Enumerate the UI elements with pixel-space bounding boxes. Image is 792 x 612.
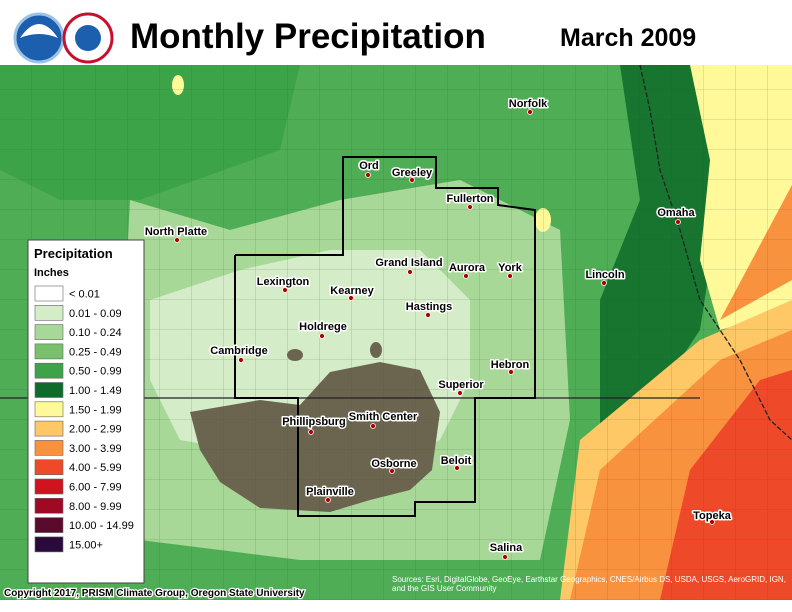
city-label: Omaha: [657, 207, 695, 219]
city-dot: [502, 554, 508, 560]
legend-swatch: [34, 285, 64, 302]
header: Monthly Precipitation March 2009: [13, 12, 696, 64]
city-dot: [348, 295, 354, 301]
legend-label: 8.00 - 9.99: [69, 501, 122, 513]
sources: Sources: Esri, DigitalGlobe, GeoEye, Ear…: [392, 575, 786, 593]
legend-label: 0.10 - 0.24: [69, 327, 122, 339]
city-dot: [467, 204, 473, 210]
noaa-logo: [13, 12, 65, 64]
city-dot: [508, 369, 514, 375]
city-dot: [507, 273, 513, 279]
city-label: Superior: [438, 379, 484, 391]
legend-label: 1.50 - 1.99: [69, 404, 122, 416]
legend-label: 3.00 - 3.99: [69, 443, 122, 455]
river-border: [639, 64, 792, 441]
city-dot: [675, 219, 681, 225]
city-label: Lexington: [257, 276, 310, 288]
city-label: Phillipsburg: [282, 416, 346, 428]
copyright: Copyright 2017, PRISM Climate Group, Ore…: [4, 588, 305, 599]
city-label: Hebron: [491, 359, 530, 371]
period: March 2009: [560, 24, 696, 52]
cities: Norfolk Ord Greeley Fullerton North Plat…: [143, 97, 733, 560]
legend-title: Precipitation: [34, 246, 113, 261]
city-dot: [238, 357, 244, 363]
region-outline: [234, 156, 536, 517]
legend-swatch: [34, 420, 64, 437]
legend-label: 10.00 - 14.99: [69, 520, 134, 532]
legend-label: 1.00 - 1.49: [69, 385, 122, 397]
city-label: Beloit: [441, 455, 472, 467]
city-dot: [370, 423, 376, 429]
city-label: Fullerton: [446, 193, 493, 205]
legend-swatch: [34, 517, 64, 533]
city-dot: [709, 519, 715, 525]
legend-swatch: [34, 362, 64, 379]
sources-box: Sources: Esri, DigitalGlobe, GeoEye, Ear…: [392, 575, 786, 593]
legend-swatch: [34, 401, 64, 418]
city-label: Salina: [490, 542, 523, 554]
city-dot: [527, 109, 533, 115]
city-label: Cambridge: [210, 345, 267, 357]
city-label: Lincoln: [585, 269, 624, 281]
legend-swatch: [34, 382, 64, 398]
city-label: Kearney: [330, 285, 374, 297]
title: Monthly Precipitation: [130, 17, 486, 56]
noaa-logo-wave: [20, 24, 58, 38]
city-dot: [463, 273, 469, 279]
city-label: Ord: [359, 160, 379, 172]
city-dot: [325, 497, 331, 503]
city-label: Plainville: [306, 486, 354, 498]
legend: Precipitation Inches < 0.01 0.01 - 0.09 0.…: [27, 239, 145, 584]
city-label: Topeka: [693, 510, 732, 522]
city-dot: [457, 390, 463, 396]
city-label: Norfolk: [509, 98, 548, 110]
legend-swatch: [34, 343, 64, 360]
city-label: Aurora: [449, 262, 486, 274]
city-label: York: [498, 262, 523, 274]
city-label: Holdrege: [299, 321, 347, 333]
legend-label: 2.00 - 2.99: [69, 424, 122, 436]
city-label: Osborne: [371, 458, 416, 470]
city-dot: [425, 312, 431, 318]
city-dot: [601, 280, 607, 286]
nws-logo-inner: [75, 25, 101, 51]
city-dot: [409, 177, 415, 183]
legend-label: 4.00 - 5.99: [69, 462, 122, 474]
legend-swatch: [34, 459, 64, 476]
legend-label: 6.00 - 7.99: [69, 482, 122, 494]
city-label: Greeley: [392, 167, 433, 179]
legend-swatch: [34, 536, 64, 553]
legend-label: 0.01 - 0.09: [69, 308, 122, 320]
legend-label: 15.00+: [69, 539, 103, 551]
city-dot: [407, 269, 413, 275]
legend-label: 0.25 - 0.49: [69, 346, 122, 358]
city-label: Smith Center: [349, 411, 418, 423]
city-dot: [319, 333, 325, 339]
city-dot: [454, 465, 460, 471]
legend-label: 0.50 - 0.99: [69, 366, 122, 378]
legend-label: < 0.01: [69, 289, 100, 301]
legend-swatch: [34, 497, 64, 514]
city-dot: [174, 237, 180, 243]
city-dot: [308, 429, 314, 435]
city-label: North Platte: [145, 226, 207, 238]
legend-swatch: [34, 478, 64, 495]
legend-swatch: [34, 324, 64, 340]
city-label: Grand Island: [375, 257, 442, 269]
city-label: Hastings: [406, 301, 452, 313]
city-dot: [389, 468, 395, 474]
legend-swatch: [34, 304, 64, 321]
legend-swatch: [34, 440, 64, 456]
city-dot: [282, 287, 288, 293]
legend-units: Inches: [34, 267, 69, 279]
city-dot: [365, 172, 371, 178]
